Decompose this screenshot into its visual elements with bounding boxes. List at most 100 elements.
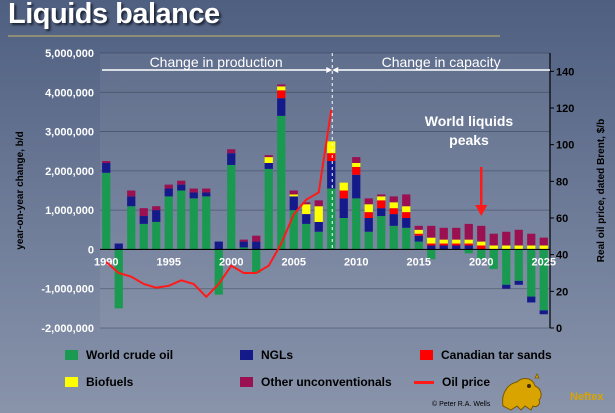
bar-ngl — [377, 208, 386, 217]
bar-ngl — [252, 241, 261, 250]
bar-tar — [389, 208, 398, 215]
bar-ngl — [352, 174, 361, 199]
bar-other — [377, 194, 386, 197]
bar-crude — [427, 249, 436, 260]
bar-ngl — [164, 188, 173, 197]
bar-bio — [402, 206, 411, 213]
y-tick-label: 5,000,000 — [45, 48, 94, 60]
bar-crude — [352, 198, 361, 250]
bar-crude — [252, 249, 261, 273]
bar-bio — [314, 206, 323, 222]
bar-other — [502, 231, 511, 246]
bar-tar — [439, 243, 448, 246]
y2-axis-title: Real oil price, dated Brent, $/b — [596, 119, 607, 262]
bar-other — [202, 188, 211, 193]
bar-ngl — [502, 284, 511, 289]
legend-biofuels: Biofuels — [65, 375, 133, 389]
bar-tar — [414, 233, 423, 236]
production-arrowhead — [326, 67, 333, 73]
bar-bio — [502, 245, 511, 250]
bar-bio — [414, 229, 423, 234]
bar-crude — [114, 249, 123, 309]
bar-other — [489, 233, 498, 246]
bar-crude — [327, 188, 336, 250]
bar-tar — [277, 90, 286, 99]
bar-crude — [314, 231, 323, 250]
bar-crude — [477, 249, 486, 260]
bar-ngl — [539, 310, 548, 315]
bar-other — [539, 237, 548, 246]
legend-swatch-tar — [420, 350, 433, 360]
logo-wordmark: Neftex — [570, 391, 604, 403]
y2-tick-label: 100 — [556, 140, 574, 152]
x-tick-label: 2005 — [282, 256, 306, 268]
bar-ngl — [189, 192, 198, 199]
bar-ngl — [389, 214, 398, 226]
bar-crude — [489, 249, 498, 270]
bar-ngl — [152, 210, 161, 222]
bar-other — [189, 188, 198, 193]
bar-crude — [152, 221, 161, 250]
bar-other — [239, 239, 248, 242]
bar-ngl — [427, 245, 436, 250]
bar-bio — [427, 237, 436, 244]
bar-tar — [352, 166, 361, 175]
bar-crude — [202, 196, 211, 250]
bar-other — [302, 202, 311, 205]
bar-ngl — [314, 221, 323, 232]
y2-tick-label: 0 — [556, 323, 562, 335]
bar-crude — [214, 249, 223, 295]
y-tick-label: 2,000,000 — [45, 166, 94, 178]
bar-crude — [402, 227, 411, 250]
y2-tick-label: 120 — [556, 103, 574, 115]
bar-bio — [377, 196, 386, 201]
bar-other — [164, 184, 173, 189]
bar-bio — [289, 194, 298, 197]
bar-bio — [464, 239, 473, 244]
bar-crude — [264, 168, 273, 250]
capacity-arrowhead — [332, 67, 339, 73]
bar-other — [414, 225, 423, 230]
y2-tick-label: 40 — [556, 250, 568, 262]
annotation-world-liquids: World liquids — [425, 113, 514, 129]
bar-other — [127, 190, 136, 197]
annotation-change-production: Change in production — [150, 54, 283, 70]
bar-other — [352, 157, 361, 163]
bar-crude — [464, 249, 473, 254]
bar-ngl — [514, 280, 523, 285]
x-tick-label: 2000 — [219, 256, 243, 268]
x-tick-label: 2020 — [469, 256, 493, 268]
bar-ngl — [464, 245, 473, 250]
bar-bio — [527, 245, 536, 250]
bar-crude — [539, 249, 548, 311]
y2-tick-label: 140 — [556, 66, 574, 78]
bar-ngl — [264, 163, 273, 169]
bar-other — [152, 206, 161, 211]
bar-crude — [364, 231, 373, 250]
legend-label: World crude oil — [86, 348, 174, 362]
bar-ngl — [102, 163, 111, 173]
bar-other — [139, 208, 148, 217]
bar-ngl — [364, 218, 373, 232]
bar-other — [439, 227, 448, 240]
bar-other — [364, 198, 373, 205]
legend-line-oil — [414, 380, 434, 384]
bar-other — [464, 223, 473, 240]
legend-canadian-tar-sands: Canadian tar sands — [420, 348, 552, 362]
bar-ngl — [289, 196, 298, 211]
bar-crude — [102, 172, 111, 250]
bar-tar — [364, 212, 373, 218]
bar-ngl — [527, 296, 536, 303]
bar-ngl — [202, 192, 211, 197]
bar-bio — [264, 157, 273, 163]
bar-bio — [302, 204, 311, 215]
oil-price-line — [105, 109, 333, 299]
bar-ngl — [452, 245, 461, 250]
bar-ngl — [114, 243, 123, 250]
bar-crude — [227, 164, 236, 250]
legend-label: NGLs — [261, 348, 294, 362]
bar-crude — [139, 223, 148, 250]
bar-other — [227, 149, 236, 154]
